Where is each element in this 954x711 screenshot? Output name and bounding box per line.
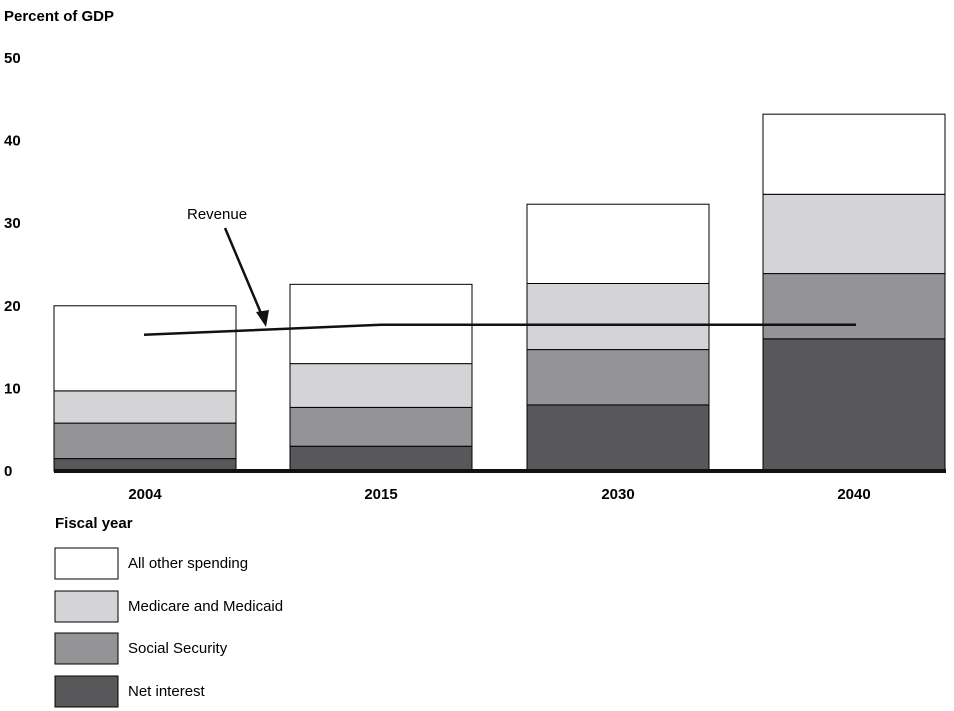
- y-axis-ticks: 0 10 20 30 40 50: [4, 50, 21, 480]
- bar-all-other-spending-2004: [53, 305, 237, 392]
- bars: [53, 113, 946, 472]
- legend-swatch-social-security: [54, 632, 119, 665]
- bar-medicare-and-medicaid-2015: [289, 363, 473, 408]
- y-tick-0: 0: [4, 463, 12, 480]
- bar-medicare-and-medicaid-2030: [526, 282, 710, 351]
- bar-social-security-2040: [762, 273, 946, 340]
- revenue-series: Revenue: [143, 206, 856, 336]
- bar-medicare-and-medicaid-2004: [53, 390, 237, 424]
- revenue-annotation-arrowhead: [256, 310, 269, 327]
- x-tick-2004: 2004: [128, 486, 162, 503]
- bar-net-interest-2030: [526, 404, 710, 472]
- bar-all-other-spending-2030: [526, 203, 710, 284]
- legend-swatch-medicare-and-medicaid: [54, 590, 119, 623]
- legend-swatch-net-interest: [54, 675, 119, 708]
- bar-social-security-2030: [526, 349, 710, 406]
- revenue-annotation-label: Revenue: [187, 206, 247, 223]
- bar-social-security-2004: [53, 422, 237, 460]
- x-axis-categories: 2004 2015 2030 2040: [128, 486, 870, 503]
- legend-label-social-security: Social Security: [128, 640, 228, 657]
- x-tick-2015: 2015: [364, 486, 397, 503]
- y-tick-50: 50: [4, 50, 21, 67]
- bar-net-interest-2015: [289, 445, 473, 472]
- x-tick-2040: 2040: [837, 486, 870, 503]
- bar-social-security-2015: [289, 406, 473, 447]
- x-axis-label: Fiscal year: [55, 515, 133, 532]
- x-tick-2030: 2030: [601, 486, 634, 503]
- legend-label-medicare-and-medicaid: Medicare and Medicaid: [128, 598, 283, 615]
- revenue-line: [143, 323, 856, 336]
- bar-net-interest-2040: [762, 338, 946, 472]
- y-tick-20: 20: [4, 298, 21, 315]
- revenue-annotation-arrow: [223, 227, 265, 319]
- y-tick-10: 10: [4, 380, 21, 397]
- legend-label-all-other-spending: All other spending: [128, 555, 248, 572]
- y-tick-40: 40: [4, 133, 21, 150]
- legend-label-net-interest: Net interest: [128, 683, 206, 700]
- bar-all-other-spending-2040: [762, 113, 946, 195]
- legend-swatch-all-other-spending: [54, 547, 119, 580]
- y-tick-30: 30: [4, 215, 21, 232]
- bar-medicare-and-medicaid-2040: [762, 193, 946, 275]
- legend: All other spending Medicare and Medicaid S…: [54, 547, 283, 708]
- y-axis-label: Percent of GDP: [4, 8, 114, 25]
